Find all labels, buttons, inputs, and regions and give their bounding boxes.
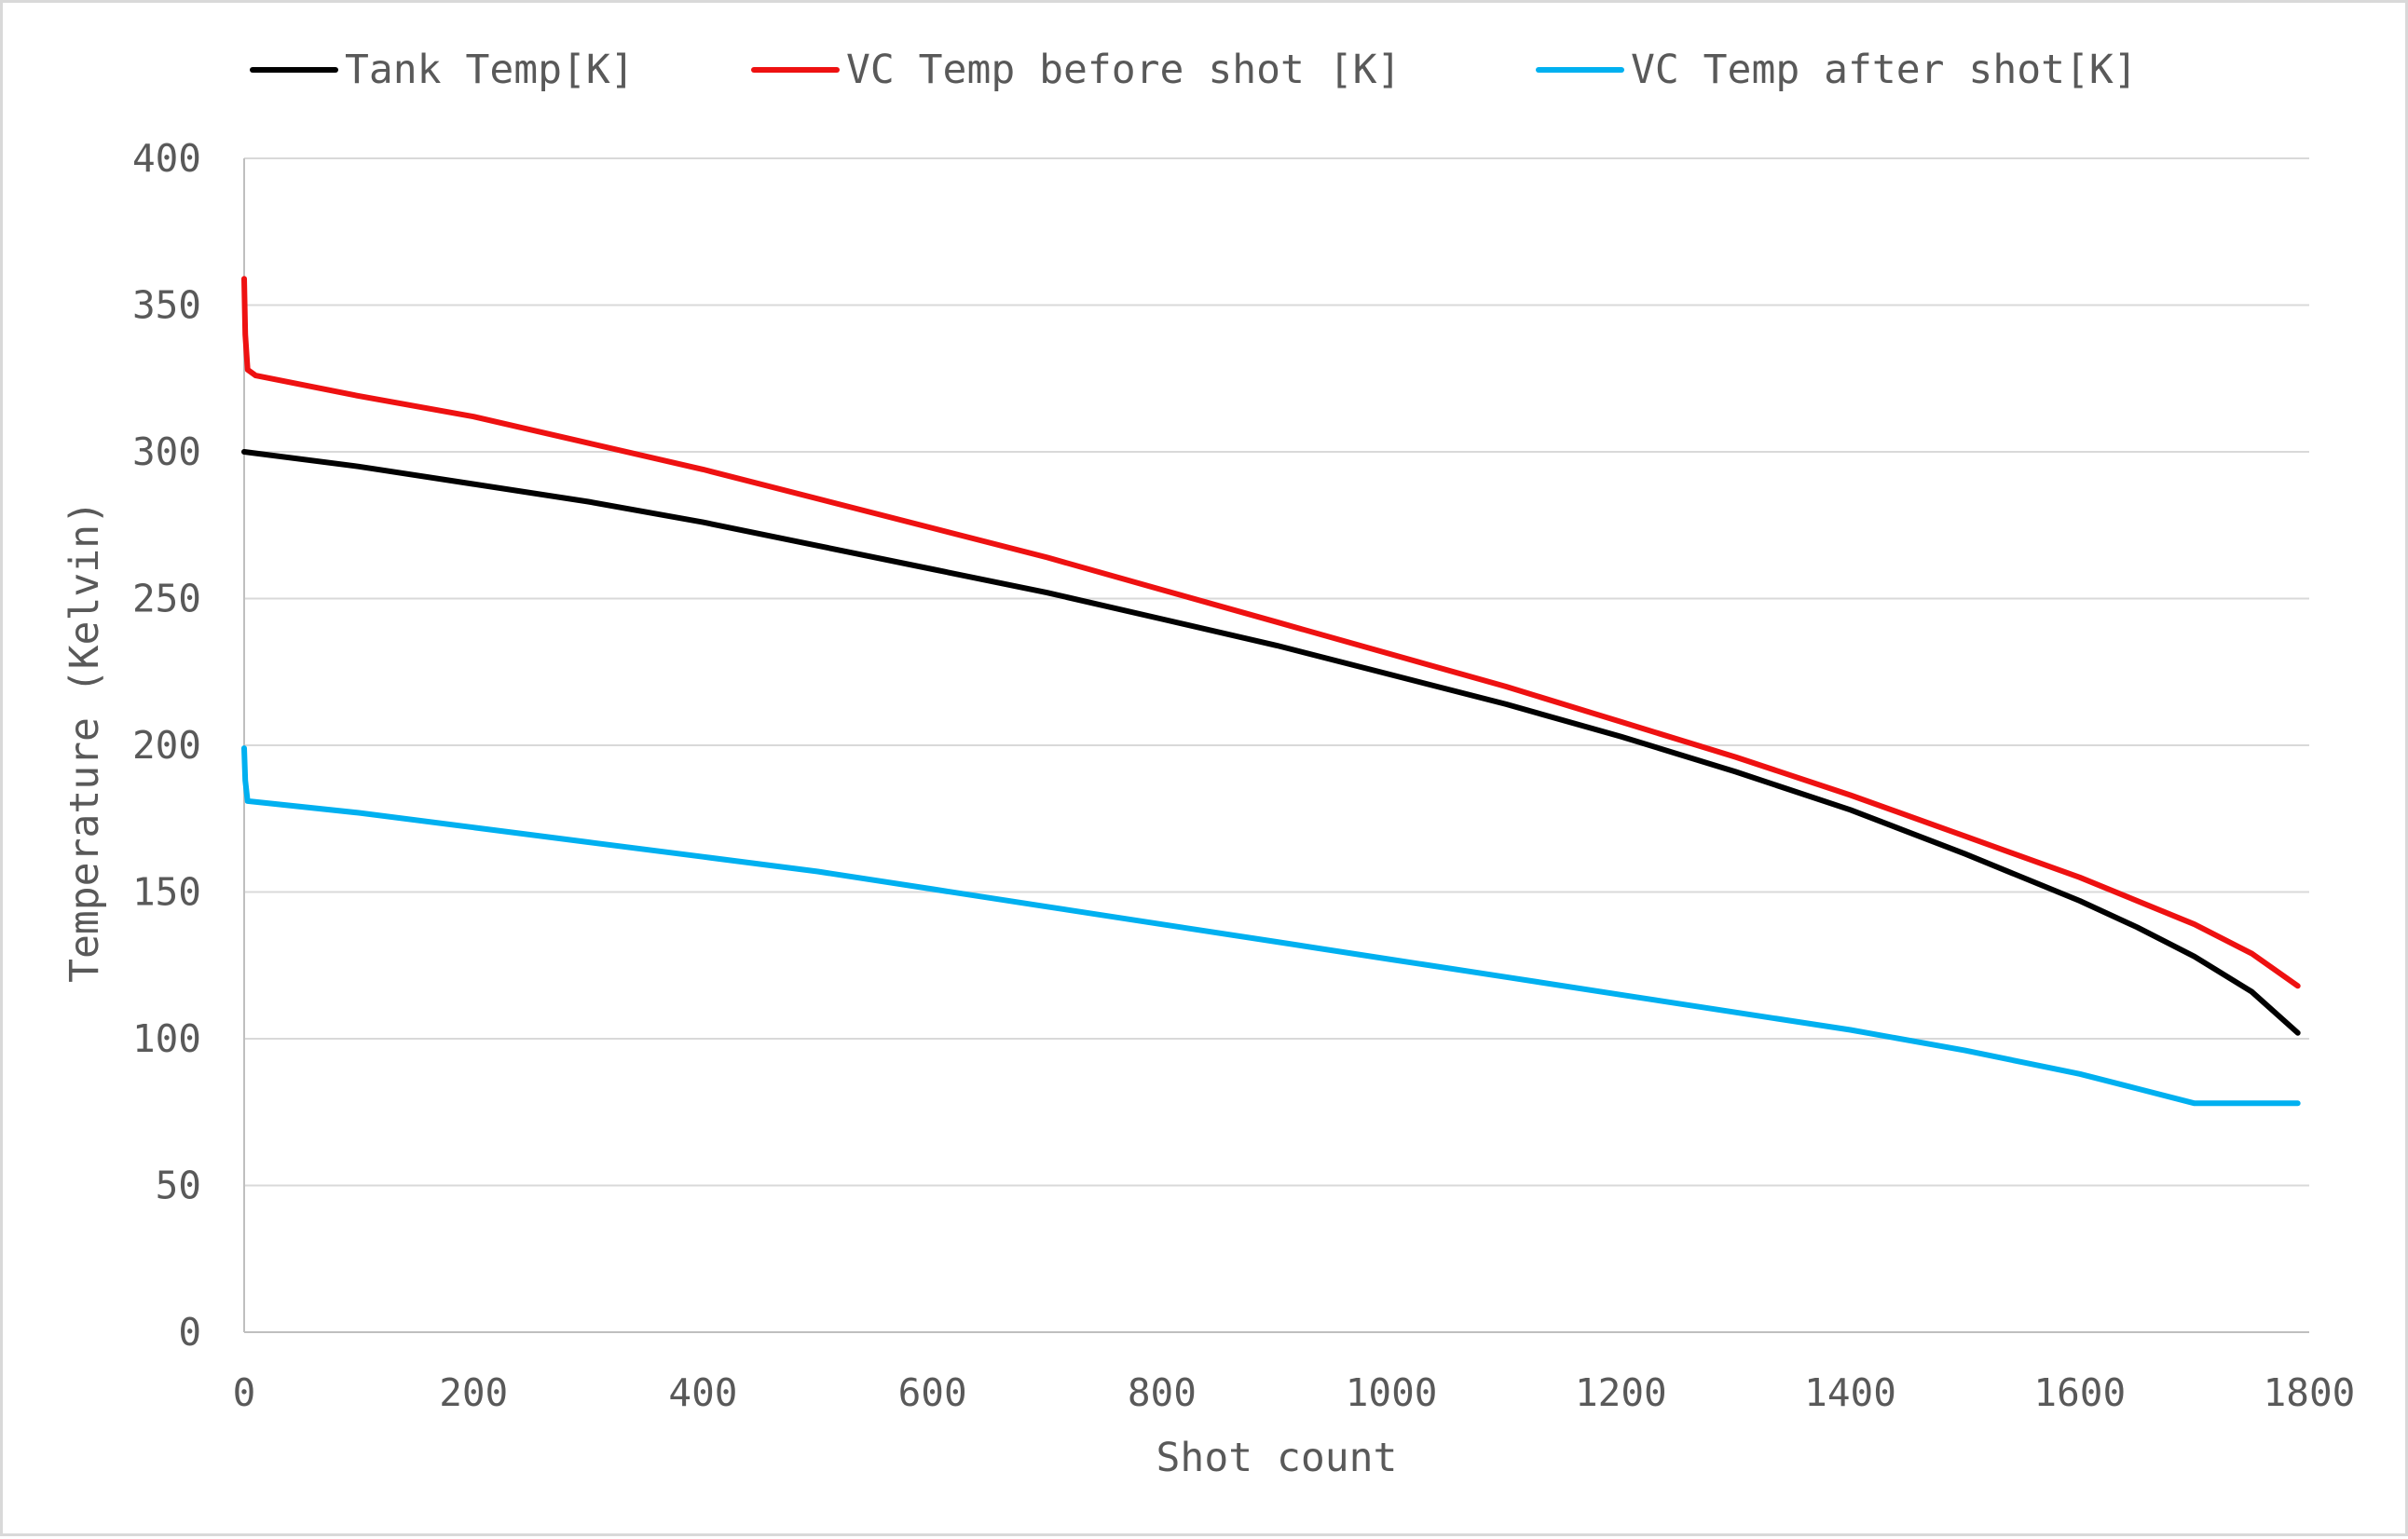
x-tick-label: 800: [1128, 1370, 1197, 1415]
plot-series: [241, 276, 2301, 1107]
series-line-2: [241, 276, 2301, 989]
y-tick-labels: 0 50 100 150 200 250 300 350 400: [132, 136, 201, 1355]
gridlines: [244, 157, 2309, 1187]
y-tick-label: 100: [132, 1016, 201, 1061]
legend-item: VC Temp before shot [K]: [751, 47, 1401, 93]
legend: Tank Temp[K] VC Temp before shot [K] VC Te…: [250, 47, 2138, 93]
y-tick-label: 200: [132, 723, 201, 768]
x-tick-label: 1400: [1804, 1370, 1896, 1415]
x-tick-label: 600: [898, 1370, 967, 1415]
x-axis-title: Shot count: [1156, 1435, 1398, 1481]
y-tick-label: 350: [132, 283, 201, 328]
legend-label: VC Temp before shot [K]: [846, 47, 1401, 93]
y-tick-label: 150: [132, 870, 201, 915]
series-line-1: [241, 449, 2301, 1036]
y-tick-label: 300: [132, 429, 201, 474]
x-tick-label: 0: [233, 1370, 256, 1415]
legend-label: Tank Temp[K]: [345, 47, 635, 93]
x-tick-label: 1000: [1346, 1370, 1438, 1415]
x-tick-label: 400: [668, 1370, 737, 1415]
series-line-3: [241, 745, 2301, 1107]
y-tick-label: 400: [132, 136, 201, 181]
x-tick-label: 1800: [2264, 1370, 2356, 1415]
legend-item: Tank Temp[K]: [250, 47, 635, 93]
y-tick-label: 250: [132, 577, 201, 621]
legend-label: VC Temp after shot[K]: [1631, 47, 2138, 93]
y-tick-label: 50: [156, 1164, 201, 1208]
chart-svg: 0 50 100 150 200 250 300 350 400 0 200 400 600 800 10…: [62, 47, 2356, 1481]
x-tick-labels: 0 200 400 600 800 1000 1200 1400 1600 1800: [233, 1370, 2356, 1415]
y-tick-label: 0: [178, 1310, 201, 1355]
x-tick-label: 200: [439, 1370, 508, 1415]
y-axis-title: Temperature (Kelvin): [62, 500, 108, 983]
legend-item: VC Temp after shot[K]: [1536, 47, 2138, 93]
x-tick-label: 1600: [2033, 1370, 2126, 1415]
x-tick-label: 1200: [1575, 1370, 1667, 1415]
